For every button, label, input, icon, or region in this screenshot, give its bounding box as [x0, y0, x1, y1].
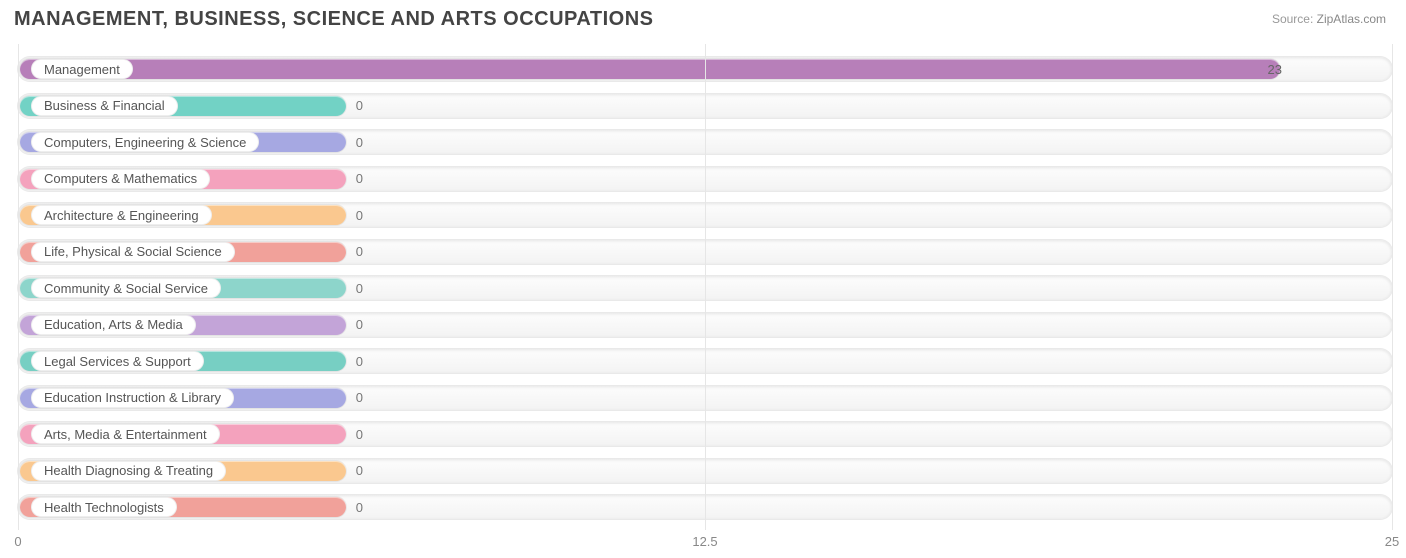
- category-pill: Community & Social Service: [32, 279, 220, 297]
- plot-area: Management 23 Business & Financial 0 Compute…: [18, 44, 1392, 530]
- category-label: Education Instruction & Library: [44, 390, 221, 405]
- bar-value: 0: [356, 422, 363, 446]
- bar-value: 0: [356, 349, 363, 373]
- category-pill: Legal Services & Support: [32, 352, 203, 370]
- category-label: Health Technologists: [44, 500, 164, 515]
- chart-title: MANAGEMENT, BUSINESS, SCIENCE AND ARTS O…: [14, 8, 653, 31]
- grid-line: [1392, 44, 1393, 530]
- x-tick-label: 0: [14, 534, 21, 549]
- bar-fill: [20, 59, 1280, 79]
- category-label: Computers, Engineering & Science: [44, 135, 246, 150]
- category-label: Management: [44, 62, 120, 77]
- x-axis: 012.525: [18, 534, 1392, 552]
- category-pill: Arts, Media & Entertainment: [32, 425, 219, 443]
- category-label: Education, Arts & Media: [44, 317, 183, 332]
- bar-value: 0: [356, 130, 363, 154]
- category-pill: Education Instruction & Library: [32, 389, 233, 407]
- category-pill: Computers, Engineering & Science: [32, 133, 258, 151]
- bar-value: 0: [356, 203, 363, 227]
- bar-value: 0: [356, 495, 363, 519]
- category-pill: Management: [32, 60, 132, 78]
- category-label: Community & Social Service: [44, 281, 208, 296]
- x-tick-label: 12.5: [692, 534, 717, 549]
- bar-value: 0: [356, 276, 363, 300]
- category-pill: Architecture & Engineering: [32, 206, 211, 224]
- category-label: Computers & Mathematics: [44, 171, 197, 186]
- category-label: Business & Financial: [44, 98, 165, 113]
- category-pill: Computers & Mathematics: [32, 170, 209, 188]
- source-label: Source:: [1272, 12, 1313, 26]
- category-label: Life, Physical & Social Science: [44, 244, 222, 259]
- source-site: ZipAtlas.com: [1317, 12, 1386, 26]
- bar-value: 0: [356, 240, 363, 264]
- category-label: Legal Services & Support: [44, 354, 191, 369]
- bar-value: 0: [356, 386, 363, 410]
- category-pill: Life, Physical & Social Science: [32, 243, 234, 261]
- category-pill: Health Diagnosing & Treating: [32, 462, 225, 480]
- grid-line: [18, 44, 19, 530]
- category-pill: Education, Arts & Media: [32, 316, 195, 334]
- category-label: Architecture & Engineering: [44, 208, 199, 223]
- chart-container: MANAGEMENT, BUSINESS, SCIENCE AND ARTS O…: [0, 0, 1406, 558]
- category-pill: Health Technologists: [32, 498, 176, 516]
- bar-value: 23: [1268, 57, 1282, 81]
- bar-value: 0: [356, 459, 363, 483]
- grid-line: [705, 44, 706, 530]
- category-pill: Business & Financial: [32, 97, 177, 115]
- bar-value: 0: [356, 167, 363, 191]
- source-attribution: Source: ZipAtlas.com: [1272, 12, 1386, 26]
- bar-value: 0: [356, 94, 363, 118]
- bar-value: 0: [356, 313, 363, 337]
- category-label: Health Diagnosing & Treating: [44, 463, 213, 478]
- category-label: Arts, Media & Entertainment: [44, 427, 207, 442]
- x-tick-label: 25: [1385, 534, 1399, 549]
